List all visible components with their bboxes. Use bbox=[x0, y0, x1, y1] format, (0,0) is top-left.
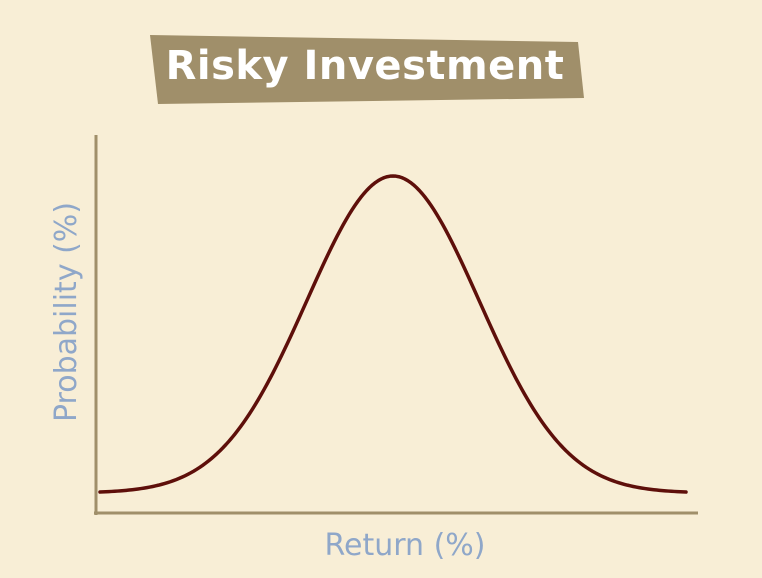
normal-distribution-curve bbox=[98, 174, 688, 494]
title-banner-shape bbox=[150, 35, 584, 104]
x-axis-label: Return (%) bbox=[324, 528, 485, 563]
title-banner bbox=[150, 35, 584, 104]
chart-title: Risky Investment bbox=[165, 43, 565, 89]
y-axis-label: Probability (%) bbox=[49, 202, 84, 422]
